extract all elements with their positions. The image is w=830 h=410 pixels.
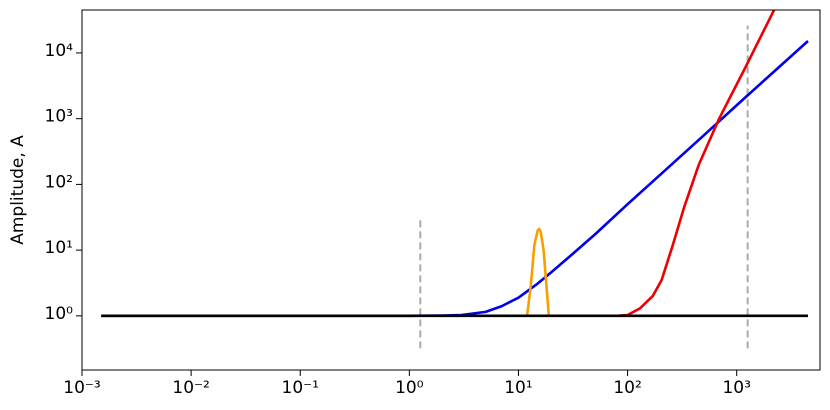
- y-tick-label: 10²: [45, 172, 73, 192]
- x-tick-label: 10⁰: [395, 378, 424, 398]
- x-tick-label: 10³: [722, 378, 750, 398]
- series-line: [101, 40, 809, 318]
- series-line: [616, 10, 776, 318]
- y-tick-label: 10⁴: [45, 41, 74, 61]
- series-line: [525, 227, 551, 317]
- y-tick-label: 10³: [45, 107, 73, 127]
- y-tick-label: 10⁰: [45, 304, 74, 324]
- x-tick-label: 10²: [613, 378, 641, 398]
- x-tick-label: 10⁻²: [172, 378, 209, 398]
- x-tick-label: 10¹: [504, 378, 532, 398]
- plot-frame: [81, 9, 821, 371]
- x-tick-label: 10⁻¹: [282, 378, 319, 398]
- y-axis-label: Amplitude, A: [8, 135, 28, 245]
- y-tick-label: 10¹: [45, 238, 73, 258]
- x-tick-label: 10⁻³: [63, 378, 100, 398]
